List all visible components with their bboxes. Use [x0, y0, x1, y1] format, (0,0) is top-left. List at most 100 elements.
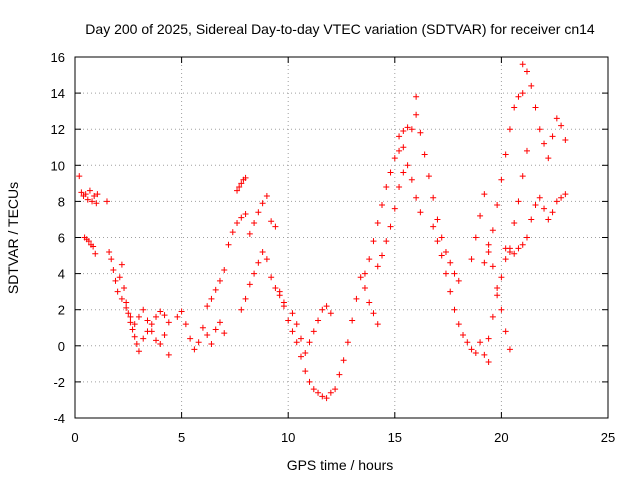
data-point — [182, 321, 189, 328]
data-point — [413, 111, 420, 118]
data-point — [234, 220, 241, 227]
data-point — [246, 281, 253, 288]
data-point — [144, 328, 151, 335]
series-arc-j — [246, 192, 279, 237]
data-point — [558, 194, 565, 201]
data-point — [242, 174, 249, 181]
data-point — [332, 386, 339, 393]
data-point — [498, 274, 505, 281]
data-point — [374, 321, 381, 328]
data-point — [489, 263, 496, 270]
data-point — [212, 326, 219, 333]
data-point — [511, 220, 518, 227]
y-tick-label: 8 — [58, 194, 65, 209]
data-point — [276, 288, 283, 295]
data-point — [106, 248, 113, 255]
series-arc-v — [519, 61, 569, 162]
data-point — [135, 348, 142, 355]
data-point — [523, 68, 530, 75]
series-arc-i — [238, 248, 287, 313]
data-point — [553, 198, 560, 205]
data-point — [118, 295, 125, 302]
data-point — [285, 317, 292, 324]
data-point — [417, 129, 424, 136]
data-point — [127, 319, 134, 326]
data-point — [370, 238, 377, 245]
data-point — [131, 333, 138, 340]
data-point — [442, 248, 449, 255]
y-tick-label: -2 — [53, 375, 65, 390]
data-point — [387, 223, 394, 230]
data-point — [515, 198, 522, 205]
data-point — [272, 285, 279, 292]
series-arc-p — [396, 93, 420, 140]
x-tick-label: 15 — [388, 430, 402, 445]
data-point — [468, 346, 475, 353]
data-point — [434, 216, 441, 223]
data-point — [255, 209, 262, 216]
x-tick-label: 20 — [494, 430, 508, 445]
series-arc-u — [481, 90, 526, 266]
data-point — [82, 191, 89, 198]
data-point — [199, 324, 206, 331]
data-point — [489, 313, 496, 320]
data-point — [430, 223, 437, 230]
data-point — [251, 220, 258, 227]
data-point — [430, 194, 437, 201]
data-point — [208, 295, 215, 302]
data-point — [263, 192, 270, 199]
data-point — [297, 335, 304, 342]
data-point — [549, 209, 556, 216]
data-point — [161, 331, 168, 338]
series-arc-b — [81, 234, 99, 257]
data-point — [366, 299, 373, 306]
data-point — [323, 303, 330, 310]
data-point — [404, 162, 411, 169]
data-point — [485, 248, 492, 255]
data-point — [110, 266, 117, 273]
series-arc-h — [234, 174, 249, 194]
data-point — [310, 328, 317, 335]
data-point — [144, 317, 151, 324]
data-point — [400, 144, 407, 151]
data-point — [112, 277, 119, 284]
data-point — [391, 155, 398, 162]
data-point — [216, 277, 223, 284]
data-point — [357, 274, 364, 281]
data-point — [494, 202, 501, 209]
grid-lines — [74, 56, 609, 419]
data-point — [438, 234, 445, 241]
data-point — [133, 340, 140, 347]
data-point — [236, 183, 243, 190]
data-point — [306, 378, 313, 385]
data-point — [255, 259, 262, 266]
data-point — [297, 353, 304, 360]
data-point — [455, 277, 462, 284]
series-arc-l — [289, 303, 334, 357]
data-point — [272, 223, 279, 230]
series-arc-o — [374, 162, 424, 270]
data-point — [425, 173, 432, 180]
data-point — [353, 295, 360, 302]
data-point — [417, 209, 424, 216]
data-point — [251, 270, 258, 277]
data-point — [259, 248, 266, 255]
data-point — [400, 128, 407, 135]
data-point — [302, 368, 309, 375]
series-arc-x — [502, 241, 526, 257]
data-point — [553, 115, 560, 122]
data-point — [366, 256, 373, 263]
data-point — [85, 238, 92, 245]
x-tick-label: 10 — [281, 430, 295, 445]
data-point — [451, 270, 458, 277]
data-point — [86, 187, 93, 194]
data-point — [259, 200, 266, 207]
series-arc-w — [523, 191, 569, 241]
x-tick-label: 5 — [178, 430, 185, 445]
data-point — [562, 137, 569, 144]
data-point — [374, 220, 381, 227]
data-point — [379, 202, 386, 209]
series-arc-g — [204, 211, 249, 310]
data-point — [238, 180, 245, 187]
data-point — [114, 288, 121, 295]
